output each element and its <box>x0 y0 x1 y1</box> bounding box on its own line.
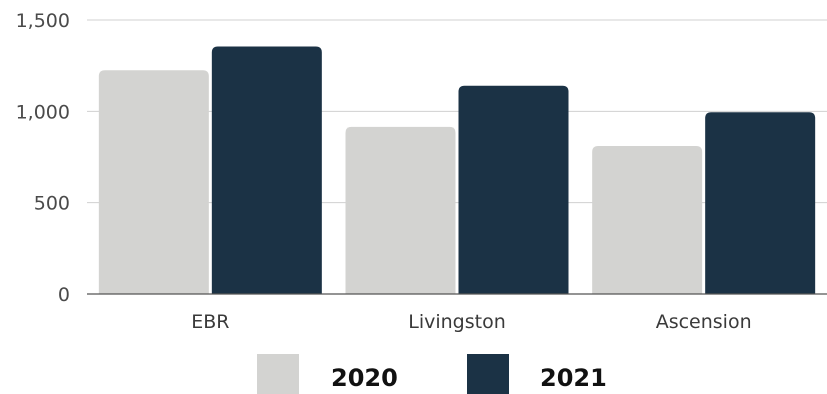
bar-2020-ebr <box>98 70 209 294</box>
bar-2020-ascension <box>592 146 703 294</box>
axis-layer: 0 500 1,000 1,500 EBR Livingston Ascension <box>16 10 827 333</box>
bar-2020-livingston <box>345 126 456 294</box>
bar-2021-livingston <box>458 85 569 294</box>
y-tick-label: 500 <box>34 193 70 215</box>
legend-swatch-2021 <box>467 354 509 394</box>
grid-layer <box>87 19 827 204</box>
legend-label-2020: 2020 <box>331 364 398 392</box>
legend-label-2021: 2021 <box>540 364 607 392</box>
bar-2021-ebr <box>211 46 322 295</box>
x-category-label: Ascension <box>656 311 752 333</box>
bar-layer <box>98 46 816 295</box>
y-tick-label: 0 <box>58 284 70 306</box>
legend: 2020 2021 <box>257 354 607 394</box>
bar-2021-ascension <box>705 112 816 294</box>
x-category-label: EBR <box>191 311 229 333</box>
y-tick-label: 1,500 <box>16 10 70 32</box>
x-category-label: Livingston <box>408 311 506 333</box>
legend-swatch-2020 <box>257 354 299 394</box>
y-tick-label: 1,000 <box>16 101 70 123</box>
